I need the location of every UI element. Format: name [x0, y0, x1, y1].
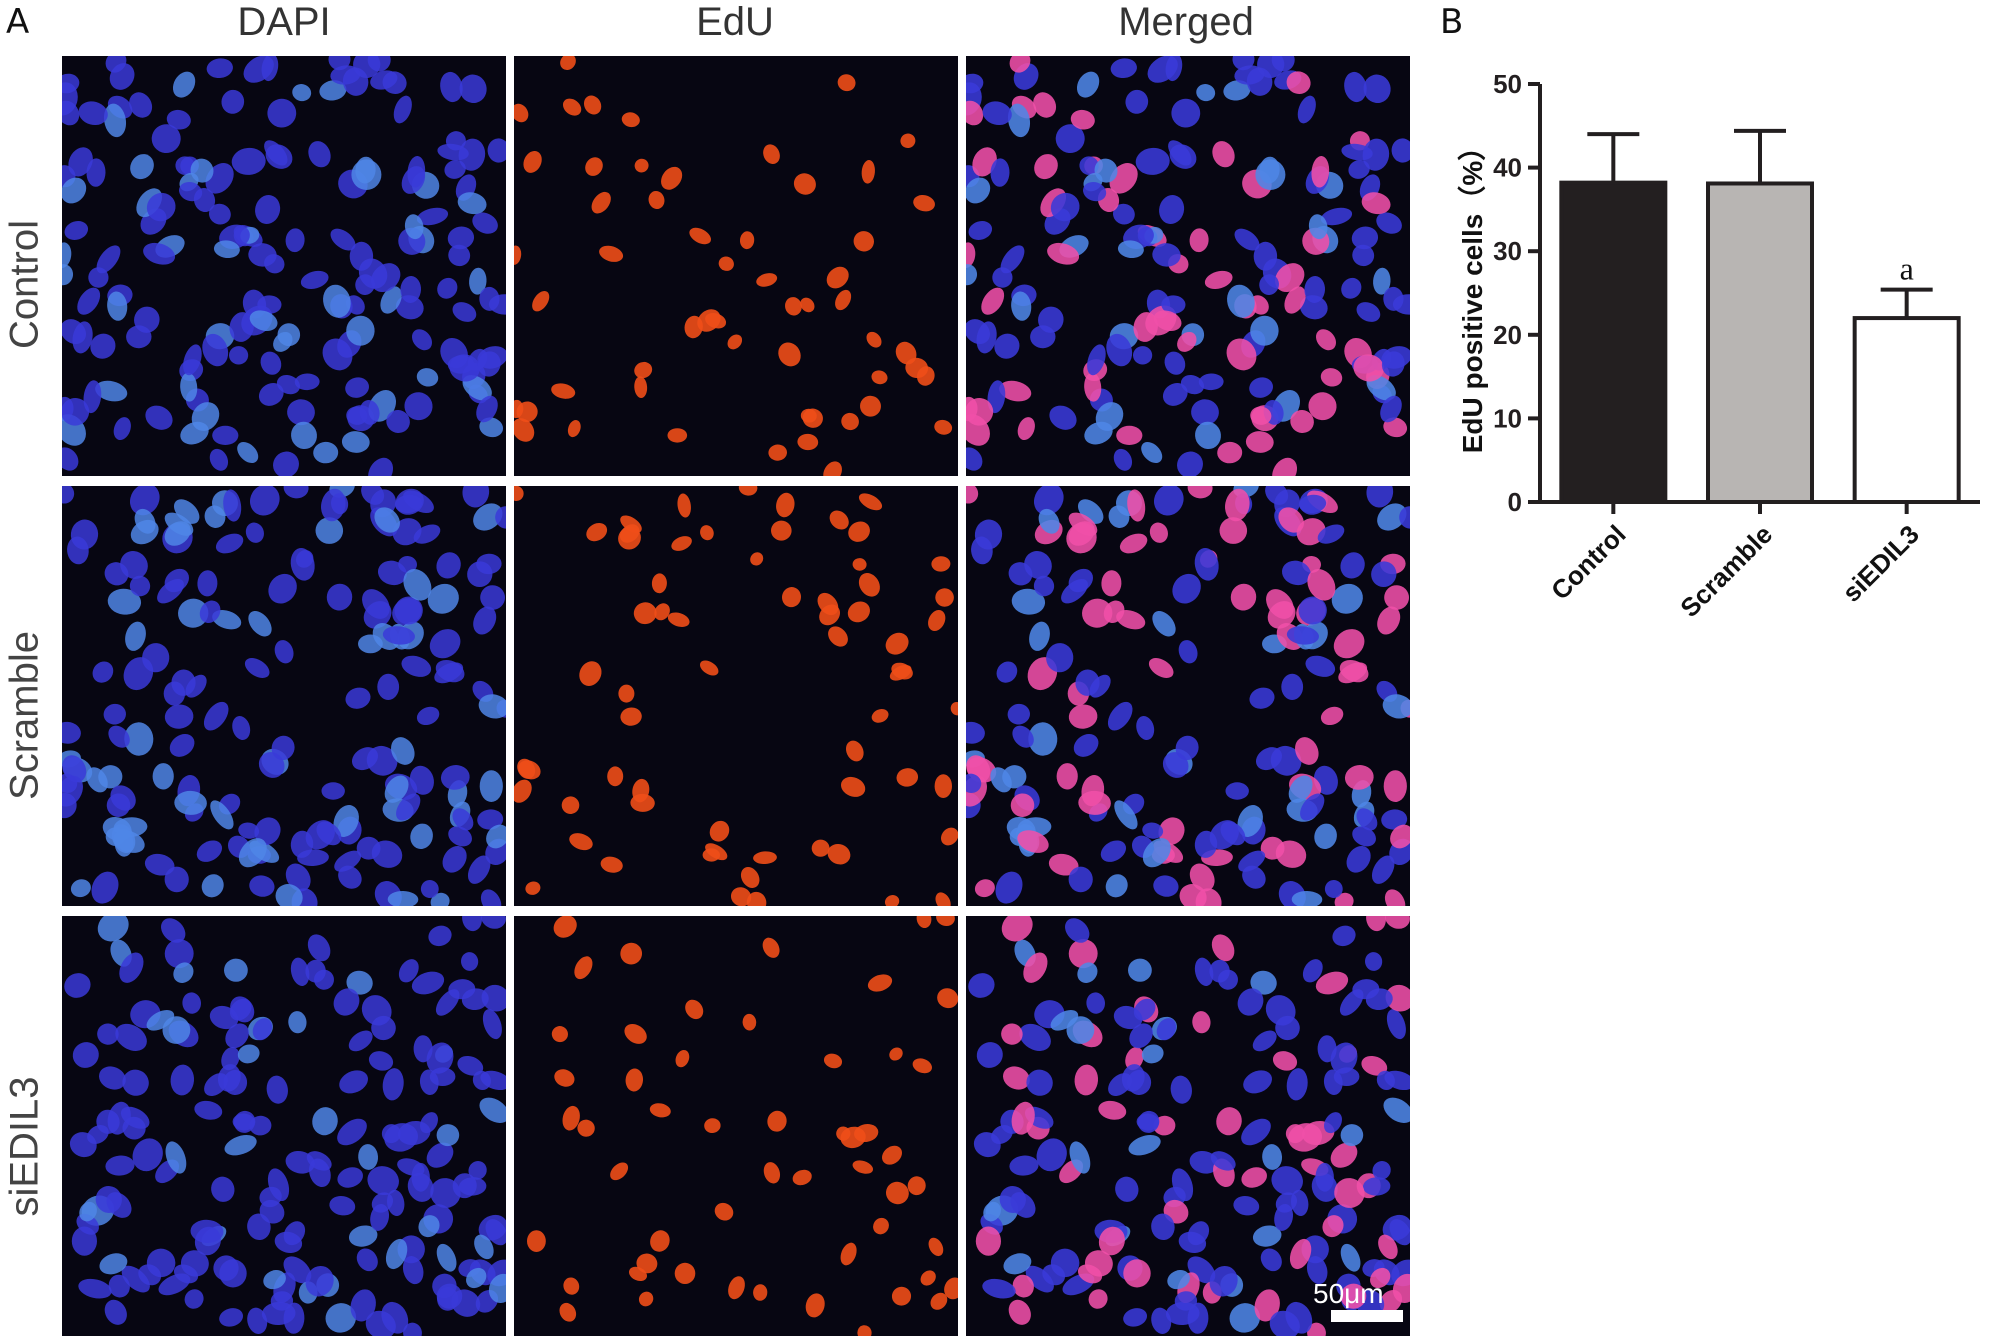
edu-bar-chart: 0 10 20 30 40 50 EdU positive cells（%） Control S… — [1456, 69, 1980, 623]
row-label-scramble: Scramble — [2, 631, 47, 800]
column-header-merged: Merged — [1118, 0, 1254, 44]
bar-siEDIL3 — [1852, 316, 1961, 504]
micrograph-control-dapi — [62, 56, 506, 476]
micrograph-scramble-dapi — [62, 486, 506, 906]
column-header-dapi: DAPI — [237, 0, 331, 44]
y-tick-label-40: 40 — [1493, 153, 1522, 183]
x-tick-label-Scramble: Scramble — [1674, 519, 1778, 623]
y-tick-label-30: 30 — [1493, 236, 1522, 266]
column-header-edu: EdU — [696, 0, 774, 44]
micrograph-siedil3-dapi — [62, 916, 506, 1336]
scale-bar — [1331, 1310, 1403, 1322]
y-tick-label-50: 50 — [1493, 69, 1522, 99]
scale-bar-label: 50μm — [1313, 1278, 1384, 1309]
micrograph-siedil3-merged — [966, 916, 1410, 1336]
micrograph-scramble-merged — [966, 486, 1410, 906]
chart-bars — [1559, 128, 1961, 504]
annotation-siEDIL3: a — [1900, 251, 1914, 287]
x-tick-label-Control: Control — [1545, 519, 1632, 606]
micrograph-control-edu — [514, 56, 958, 476]
y-tick-label-0: 0 — [1508, 487, 1522, 517]
micrograph-control-merged — [966, 56, 1410, 476]
y-tick-label-20: 20 — [1493, 320, 1522, 350]
row-label-siedil3: siEDIL3 — [2, 1076, 47, 1217]
bar-Scramble — [1706, 181, 1814, 504]
panel-letter-b: B — [1440, 2, 1464, 42]
y-axis-title: EdU positive cells（%） — [1456, 133, 1488, 454]
y-tick-label-10: 10 — [1493, 403, 1522, 433]
bar-Control — [1559, 180, 1668, 504]
micrograph-siedil3-edu — [514, 916, 958, 1336]
row-label-control: Control — [2, 220, 47, 349]
panel-letter-a: A — [6, 2, 30, 42]
micrograph-scramble-edu — [514, 486, 958, 906]
x-tick-label-siEDIL3: siEDIL3 — [1836, 519, 1925, 608]
